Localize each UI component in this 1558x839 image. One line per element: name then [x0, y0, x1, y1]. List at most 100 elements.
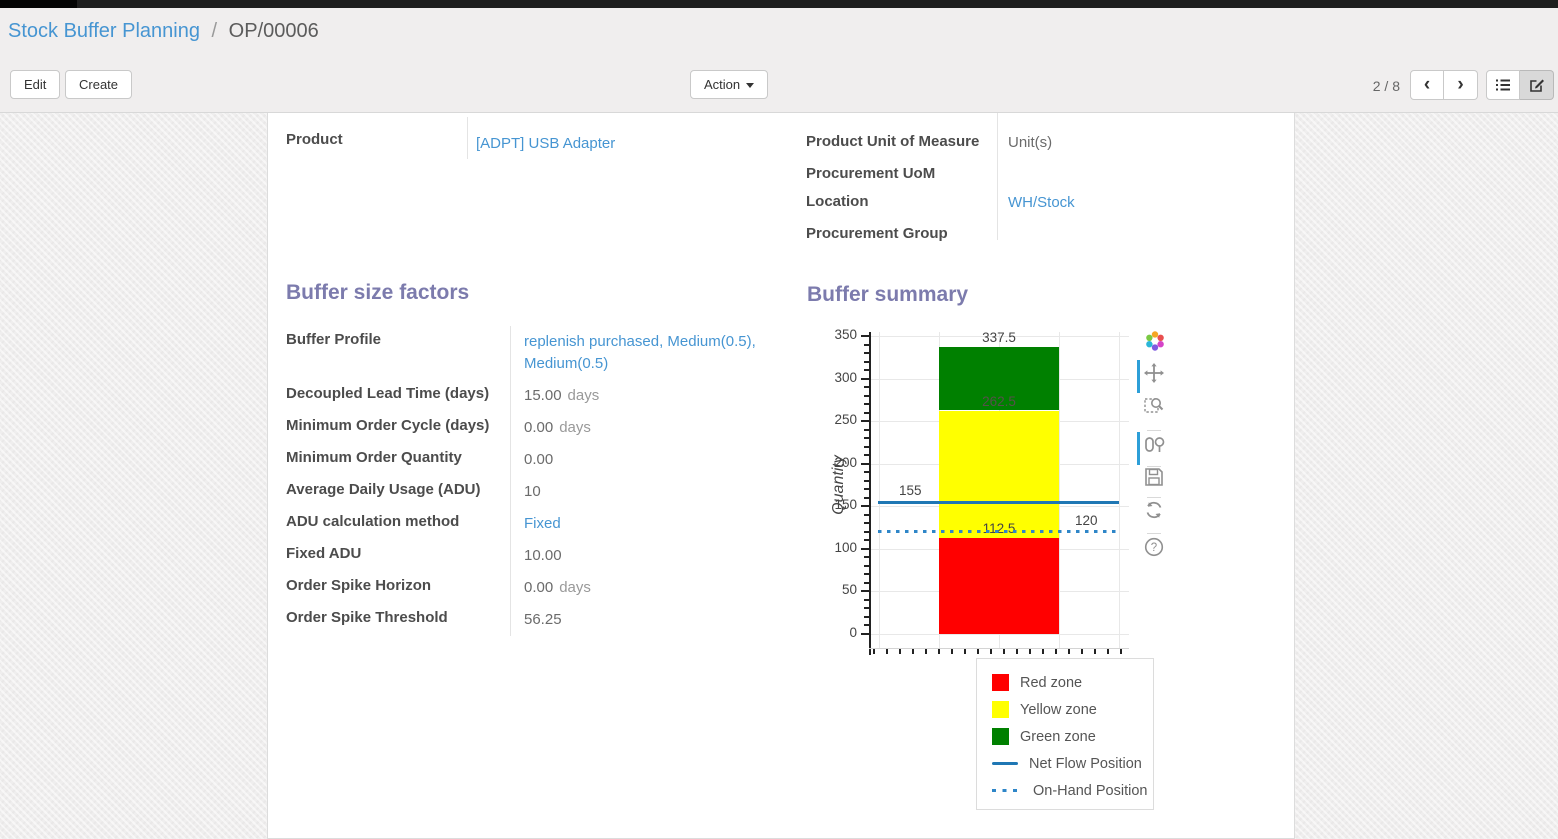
help-icon: ?	[1144, 537, 1164, 557]
order-spike-horizon-label: Order Spike Horizon	[286, 572, 511, 604]
buffer-summary-title: Buffer summary	[807, 283, 969, 306]
y-axis-major-tick	[861, 505, 869, 508]
legend-item-green-zone[interactable]: Green zone	[977, 723, 1153, 750]
plotly-logo-icon	[1146, 331, 1164, 351]
create-button[interactable]: Create	[65, 70, 133, 99]
pager-previous-button[interactable]: ‹	[1410, 70, 1444, 100]
min-order-cycle-value: 0.00 days	[524, 419, 591, 436]
chevron-left-icon: ‹	[1423, 73, 1431, 95]
zoom-box-icon	[1144, 398, 1164, 413]
legend-item-net-flow[interactable]: Net Flow Position	[977, 750, 1153, 777]
legend-item-on-hand[interactable]: On-Hand Position	[977, 777, 1153, 804]
y-axis-minor-tick	[864, 394, 869, 397]
y-axis-minor-tick	[864, 479, 869, 482]
x-axis-minor-tick	[1042, 649, 1044, 654]
breadcrumb-separator: /	[211, 20, 218, 42]
pager-next-button[interactable]: ›	[1444, 70, 1478, 100]
legend-item-yellow-zone[interactable]: Yellow zone	[977, 696, 1153, 723]
x-axis-minor-tick	[964, 649, 966, 654]
y-axis-minor-tick	[864, 530, 869, 533]
form-sheet: Product [ADPT] USB Adapter Product Unit …	[267, 113, 1295, 839]
save-plot-button[interactable]	[1144, 467, 1168, 491]
y-axis-minor-tick	[864, 581, 869, 584]
min-order-qty-value: 0.00	[524, 451, 554, 468]
adu-method-label: ADU calculation method	[286, 508, 511, 540]
adu-value: 10	[524, 483, 541, 500]
y-axis-minor-tick	[864, 496, 869, 499]
y-axis-minor-tick	[864, 522, 869, 525]
action-label: Action	[704, 77, 741, 92]
x-axis-minor-tick	[886, 649, 888, 654]
pan-button[interactable]	[1144, 363, 1168, 387]
field-row: Order Spike Horizon 0.00 days	[286, 572, 791, 604]
product-value-link[interactable]: [ADPT] USB Adapter	[476, 135, 616, 152]
y-axis-minor-tick	[864, 471, 869, 474]
edit-button[interactable]: Edit	[10, 70, 61, 99]
net-flow-position-line	[878, 500, 1119, 504]
y-axis-tick-label: 200	[834, 454, 857, 470]
y-axis-tick-label: 250	[834, 412, 857, 428]
reset-axes-icon	[1146, 501, 1162, 519]
legend-label: On-Hand Position	[1033, 782, 1148, 799]
y-axis-tick-label: 0	[849, 625, 857, 640]
order-spike-threshold-label: Order Spike Threshold	[286, 604, 511, 636]
save-icon	[1145, 468, 1163, 486]
y-axis-minor-tick	[864, 454, 869, 457]
buffer-summary-chart: Quantity 0 50 100 150 200 250 300 350 337.5 262.5…	[811, 327, 1179, 662]
info-group: Product Unit of Measure Unit(s) Procurem…	[806, 113, 1276, 242]
x-axis-minor-tick	[990, 649, 992, 654]
x-axis-line	[869, 648, 1129, 649]
y-axis-tick-label: 350	[834, 327, 857, 342]
modebar-separator	[1147, 466, 1161, 467]
zoom-box-button[interactable]	[1144, 395, 1168, 419]
help-button[interactable]: ?	[1144, 537, 1168, 561]
y-axis-major-tick	[861, 633, 869, 635]
reset-axes-button[interactable]	[1144, 500, 1168, 524]
legend-label: Green zone	[1020, 728, 1096, 745]
field-row: Average Daily Usage (ADU) 10	[286, 476, 791, 508]
chart-legend: Red zone Yellow zone Green zone Net Flow…	[976, 658, 1154, 810]
y-axis-minor-tick	[864, 513, 869, 516]
on-hand-dots-swatch	[992, 789, 1022, 792]
decoupled-lead-time-value: 15.00 days	[524, 387, 600, 404]
legend-item-red-zone[interactable]: Red zone	[977, 669, 1153, 696]
order-spike-horizon-value: 0.00 days	[524, 579, 591, 596]
red-zone-bar	[939, 538, 1059, 634]
form-view-background: Product [ADPT] USB Adapter Product Unit …	[0, 113, 1558, 839]
pager-buttons: ‹ ›	[1410, 70, 1478, 100]
y-axis-minor-tick	[864, 607, 869, 610]
bar-value-label: 337.5	[982, 329, 1016, 345]
y-axis-minor-tick	[864, 352, 869, 355]
plotly-logo-button[interactable]	[1144, 330, 1168, 354]
x-axis-minor-tick	[1029, 649, 1031, 654]
form-view-button[interactable]	[1520, 70, 1554, 100]
compare-hover-button[interactable]	[1144, 435, 1168, 459]
chevron-right-icon: ›	[1457, 73, 1464, 95]
y-axis-minor-tick	[864, 445, 869, 448]
order-spike-threshold-value: 56.25	[524, 611, 562, 628]
net-flow-line-swatch	[992, 762, 1018, 765]
field-row: Minimum Order Cycle (days) 0.00 days	[286, 412, 791, 444]
y-axis-minor-tick	[864, 428, 869, 431]
adu-method-value-link[interactable]: Fixed	[524, 515, 561, 532]
x-axis-minor-tick	[1003, 649, 1005, 654]
location-value-link[interactable]: WH/Stock	[1008, 194, 1075, 211]
x-axis-minor-tick	[1068, 649, 1070, 654]
breadcrumb-current: OP/00006	[228, 20, 319, 42]
y-axis-minor-tick	[864, 411, 869, 414]
y-axis-minor-tick	[864, 539, 869, 542]
list-view-button[interactable]	[1486, 70, 1520, 100]
x-axis-minor-tick	[1107, 649, 1109, 654]
adu-label: Average Daily Usage (ADU)	[286, 476, 511, 508]
yellow-zone-swatch	[992, 701, 1009, 718]
x-axis-minor-tick	[1120, 649, 1122, 654]
yellow-zone-bar	[939, 410, 1059, 539]
decoupled-lead-time-label: Decoupled Lead Time (days)	[286, 380, 511, 412]
breadcrumb-parent-link[interactable]: Stock Buffer Planning	[8, 20, 200, 42]
y-axis-line	[869, 332, 871, 655]
action-dropdown-button[interactable]: Action	[690, 70, 769, 99]
control-panel: Stock Buffer Planning / OP/00006 Edit Cr…	[0, 8, 1558, 113]
buffer-profile-value-link[interactable]: replenish purchased, Medium(0.5), Medium…	[524, 333, 756, 372]
breadcrumb: Stock Buffer Planning / OP/00006	[8, 20, 319, 43]
red-zone-swatch	[992, 674, 1009, 691]
